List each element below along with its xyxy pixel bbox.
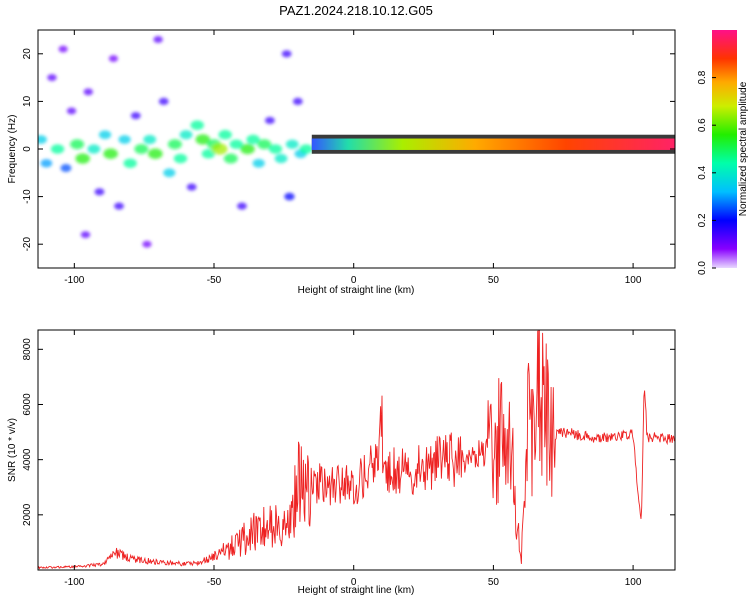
colorbar-ticks: 0.0 0.2 0.4 0.6 0.8: [697, 70, 716, 275]
y-tick-label: -10: [22, 189, 33, 204]
snr-panel: -100 -50 0 50 100 2000 4000 6000 8000 Height of…: [7, 329, 676, 596]
snr-y-ticks: 2000 4000 6000 8000: [22, 338, 675, 526]
spectrogram-blob: [142, 240, 152, 248]
spectrogram-blob: [274, 153, 288, 164]
spectrogram-blob: [264, 116, 275, 125]
snr-y-axis-label: SNR (10 * v/v): [7, 418, 18, 482]
spectrogram-blob: [179, 130, 193, 140]
spectrogram-blob: [246, 134, 260, 145]
x-tick-label: 100: [625, 577, 642, 588]
x-tick-label: -50: [207, 577, 222, 588]
spectrogram-blob: [50, 144, 65, 154]
spectrogram-blob: [75, 153, 91, 164]
spectrogram-blob: [87, 144, 101, 154]
x-tick-label: -100: [64, 275, 84, 286]
spectrogram-blob: [292, 97, 303, 105]
spectrogram-blob: [281, 50, 292, 58]
spectrogram-blob: [201, 148, 216, 159]
spectrogram-blob: [240, 143, 255, 155]
spectrogram-blob: [40, 159, 53, 168]
spectrogram-blob: [103, 148, 118, 159]
spectrogram-blob: [80, 231, 91, 239]
x-tick-label: 50: [488, 275, 500, 286]
spectrogram-blob: [83, 88, 94, 96]
spectrogram-blob: [257, 139, 272, 150]
spectrogram-blob: [148, 148, 163, 159]
colorbar-scale: [712, 30, 737, 268]
spectrogram-blob: [158, 97, 169, 105]
spectrogram-blob: [211, 143, 228, 155]
spectrogram-blob: [218, 129, 232, 140]
spectrogram-blob: [108, 55, 119, 62]
spectrogram-y-axis-label: Frequency (Hz): [7, 115, 18, 184]
spectrogram-blob: [186, 183, 197, 191]
spectrogram-blob: [167, 139, 182, 150]
snr-x-axis-label: Height of straight line (km): [298, 585, 415, 596]
y-tick-label: 10: [22, 95, 33, 107]
spectrogram-blob: [153, 36, 163, 43]
spectrogram-blob: [70, 139, 85, 150]
spectrogram-blob: [118, 135, 131, 144]
y-tick-label: 2000: [22, 503, 33, 526]
x-tick-label: 0: [351, 275, 357, 286]
spectrogram-blob: [299, 144, 313, 154]
x-tick-label: -100: [64, 577, 84, 588]
spectrogram-blob: [223, 153, 238, 164]
spectrogram-blob: [285, 139, 299, 149]
y-tick-label: 6000: [22, 393, 33, 416]
spectrogram-blob: [143, 134, 157, 145]
spectrogram-blob: [38, 135, 47, 144]
spectrogram-blob: [134, 144, 149, 154]
snr-plot-area: [38, 330, 675, 570]
spectrogram-blob: [123, 158, 137, 169]
spectrogram-blob: [98, 130, 112, 140]
spectrogram-blobs: [38, 36, 313, 248]
x-tick-label: 100: [625, 275, 642, 286]
colorbar-label: Normalized spectral amplitude: [738, 81, 749, 216]
colorbar-tick-label: 0.8: [697, 70, 708, 84]
spectrogram-blob: [237, 202, 247, 210]
spectrogram-blob: [190, 120, 204, 130]
spectrogram-blob: [66, 107, 77, 115]
spectrogram-blob: [284, 192, 295, 201]
spectrogram-x-ticks: -100 -50 0 50 100: [64, 30, 642, 286]
y-tick-label: 8000: [22, 338, 33, 361]
snr-x-ticks: -100 -50 0 50 100: [64, 330, 642, 588]
y-tick-label: 0: [22, 146, 33, 152]
spectrogram-blob: [173, 153, 188, 164]
snr-series-line: [38, 330, 675, 570]
colorbar-tick-label: 0.6: [697, 118, 708, 132]
y-tick-label: 20: [22, 48, 33, 60]
spectrogram-blob: [195, 134, 211, 145]
colorbar-tick-label: 0.0: [697, 261, 708, 275]
spectrogram-blob: [94, 188, 105, 196]
colorbar: 0.0 0.2 0.4 0.6 0.8 Normalized spectral ampl…: [697, 30, 749, 275]
colorbar-tick-label: 0.2: [697, 213, 708, 227]
spectrogram-blob: [114, 202, 124, 210]
y-tick-label: 4000: [22, 448, 33, 471]
x-tick-label: -50: [207, 275, 222, 286]
spectrogram-blob: [130, 112, 141, 120]
spectrogram-blob: [229, 139, 244, 150]
y-tick-label: -20: [22, 237, 33, 252]
x-tick-label: 0: [351, 577, 357, 588]
spectrogram-blob: [60, 164, 72, 173]
x-tick-label: 50: [488, 577, 500, 588]
spectrogram-y-ticks: -20 -10 0 10 20: [22, 48, 675, 252]
spectral-ridge-layer: [311, 134, 675, 154]
spectrogram-blob: [163, 168, 176, 178]
spectral-ridge: [311, 138, 675, 150]
figure-title: PAZ1.2024.218.10.12.G05: [279, 3, 433, 18]
spectrogram-blob: [58, 45, 68, 53]
spectrogram-blob: [252, 158, 265, 168]
colorbar-tick-label: 0.4: [697, 165, 708, 179]
spectrogram-blob: [47, 74, 57, 82]
spectrogram-blob: [268, 144, 283, 154]
snr-frame: [37, 329, 676, 571]
spectrogram-x-axis-label: Height of straight line (km): [298, 285, 415, 296]
